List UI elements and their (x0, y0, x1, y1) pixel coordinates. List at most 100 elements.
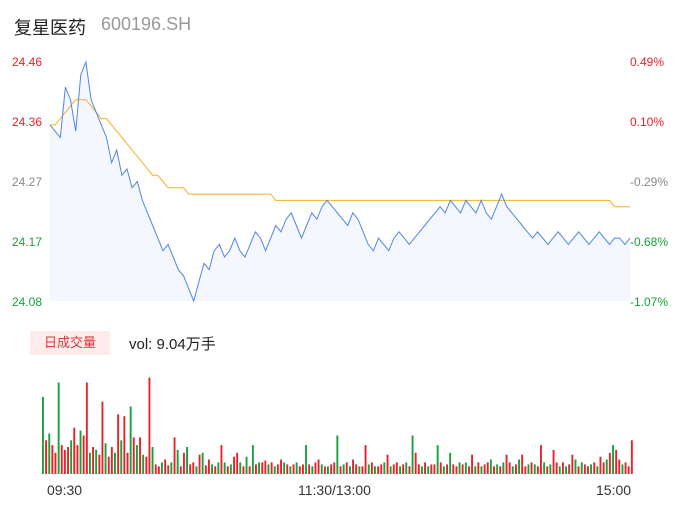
volume-bar (583, 464, 586, 474)
volume-bar (264, 460, 267, 474)
volume-bar (148, 377, 151, 474)
volume-bar (612, 445, 614, 474)
volume-bar (145, 456, 148, 474)
volume-bar (411, 435, 414, 474)
volume-bar (267, 464, 270, 474)
daily-volume-tab[interactable]: 日成交量 (30, 331, 110, 355)
volume-bar (533, 464, 536, 474)
volume-bar (527, 464, 530, 474)
volume-bar (546, 466, 549, 474)
volume-bar (57, 382, 60, 474)
volume-bar (449, 452, 452, 474)
volume-bar (270, 462, 273, 474)
volume-bar (63, 449, 66, 474)
volume-bar (377, 466, 380, 474)
volume-bar (446, 464, 448, 474)
volume-bar (367, 464, 370, 474)
volume-bar (333, 462, 336, 474)
volume-bar (605, 459, 608, 474)
volume-bar (298, 466, 301, 474)
volume-bar (70, 440, 73, 474)
volume-bar (339, 466, 342, 474)
y-tick-label: 24.27 (12, 175, 43, 189)
volume-bar (311, 466, 314, 474)
volume-bar (580, 462, 583, 474)
volume-bar (518, 459, 520, 474)
volume-bar (493, 466, 495, 474)
volume-bar (505, 454, 508, 474)
volume-bar (204, 465, 207, 474)
volume-bar (464, 462, 467, 474)
volume-bar (189, 464, 192, 474)
volume-bar (157, 466, 160, 474)
volume-bar (255, 464, 257, 474)
volume-bar (558, 466, 561, 474)
volume-bar (565, 466, 567, 474)
volume-bar (245, 456, 248, 474)
volume-bar (461, 464, 464, 474)
volume-bar (302, 464, 304, 474)
volume-bar (439, 462, 442, 474)
volume-bar (273, 466, 276, 474)
volume-bar (192, 462, 195, 474)
volume-bar (98, 454, 101, 474)
volume-bar (474, 466, 477, 474)
y-tick-label: 24.46 (12, 55, 43, 69)
volume-bar (364, 445, 367, 474)
volume-bar (320, 464, 323, 474)
volume-bar (389, 466, 392, 474)
volume-bar (330, 464, 333, 474)
volume-bar (452, 464, 455, 474)
volume-bar (242, 466, 245, 474)
volume-bar (164, 459, 167, 474)
volume-bar (248, 466, 251, 474)
volume-bar (352, 459, 354, 474)
stock-name: 复星医药 (14, 18, 86, 38)
volume-bar (223, 462, 226, 474)
stock-code: 600196.SH (101, 14, 192, 34)
volume-bar (374, 466, 376, 474)
volume-bar (515, 464, 517, 474)
volume-bar (530, 462, 533, 474)
volume-bar (424, 462, 426, 474)
volume-bar (82, 435, 85, 474)
volume-bar (139, 437, 141, 474)
pct-tick-label: -0.29% (630, 175, 669, 189)
volume-bar (201, 452, 204, 474)
volume-bar (198, 454, 201, 474)
volume-bar (261, 462, 264, 474)
volume-bar (208, 459, 210, 474)
average-price-line (50, 99, 630, 208)
volume-value: vol: 9.04万手 (129, 336, 216, 353)
volume-bar (455, 466, 458, 474)
volume-bar (101, 401, 104, 474)
volume-bar (496, 464, 499, 474)
volume-bar (167, 465, 170, 474)
volume-bar (627, 466, 630, 474)
volume-bar (355, 464, 358, 474)
volume-bar (54, 452, 57, 474)
y-tick-label: 24.08 (12, 295, 43, 309)
volume-bar (186, 447, 188, 474)
volume-bar (408, 466, 411, 474)
volume-bar (42, 396, 44, 474)
volume-bar (342, 464, 345, 474)
volume-bar (239, 462, 242, 474)
volume-bar (405, 462, 408, 474)
volume-bar (571, 454, 574, 474)
volume-bar (555, 462, 558, 474)
volume-bar (289, 466, 292, 474)
pct-tick-label: -0.68% (630, 235, 669, 249)
volume-bar (499, 466, 502, 474)
volume-bar (280, 459, 282, 474)
volume-bar (114, 452, 116, 474)
volume-bar (577, 466, 580, 474)
volume-bar (292, 464, 295, 474)
volume-bar (608, 452, 611, 474)
y-tick-label: 24.36 (12, 115, 43, 129)
volume-bar (562, 462, 564, 474)
x-tick-label: 09:30 (47, 482, 83, 498)
volume-bar (107, 456, 110, 474)
volume-bar (587, 466, 589, 474)
